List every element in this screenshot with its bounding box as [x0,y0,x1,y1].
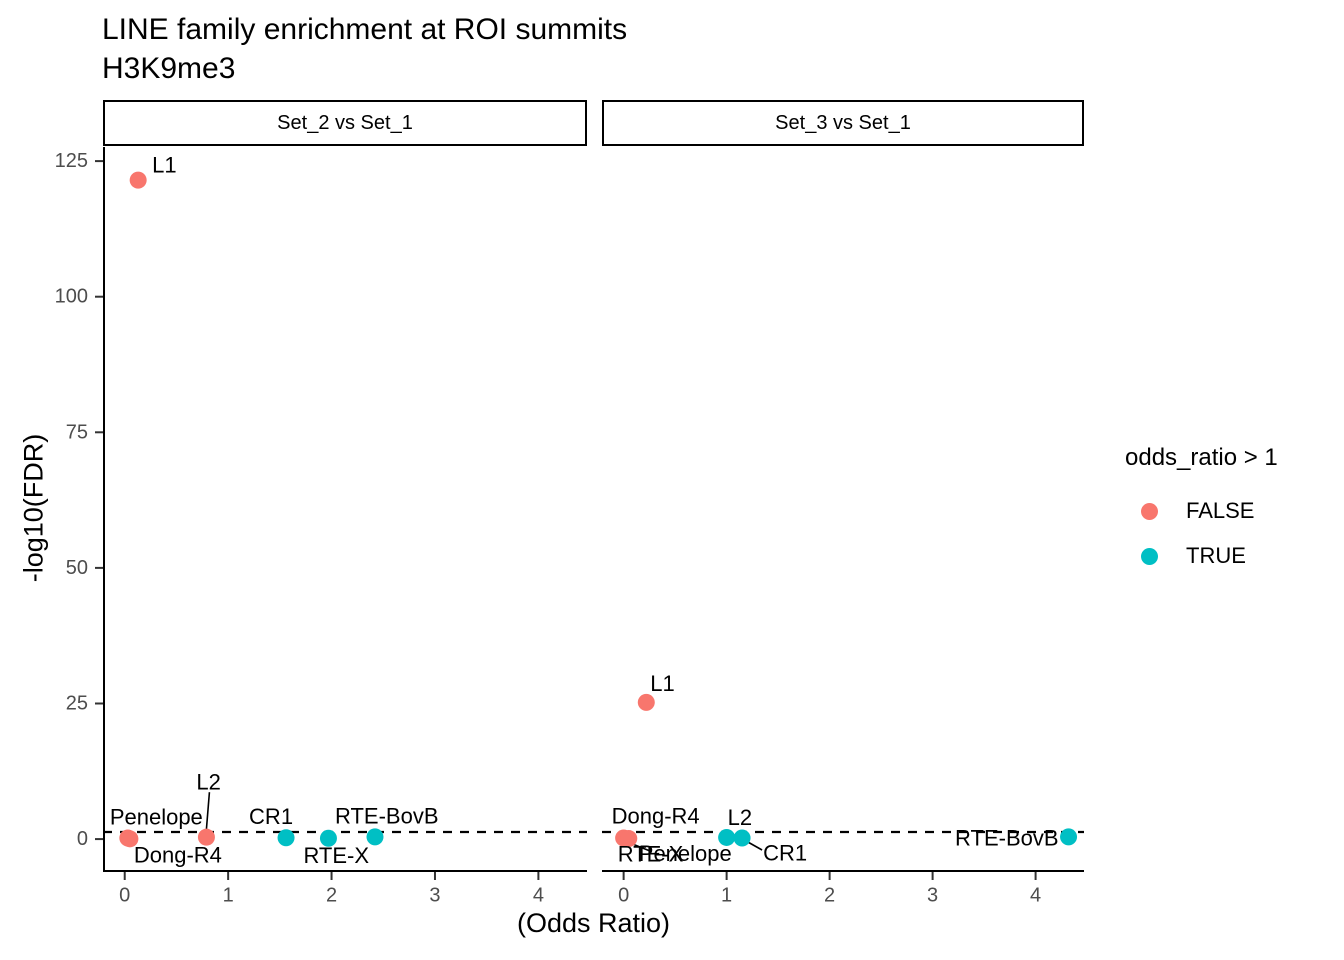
x-tick-label: 1 [223,885,234,907]
point-label-Penelope: Penelope [639,841,732,866]
legend-item-false: FALSE [1125,496,1278,526]
x-tick-label: 0 [618,885,629,907]
point-Dong-R4 [615,829,633,847]
y-tick-label: 25 [66,692,88,714]
point-label-Dong-R4: Dong-R4 [134,842,222,867]
point-label-L2: L2 [196,770,220,795]
y-tick-label: 75 [66,421,88,443]
point-label-L1: L1 [152,153,176,178]
y-tick-label: 0 [77,828,88,850]
point-label-Penelope: Penelope [110,804,203,829]
x-axis-title: (Odds Ratio) [516,908,671,938]
false-point-swatch [1141,502,1158,520]
y-tick-label: 125 [55,150,88,172]
point-label-RTE-X: RTE-X [618,841,684,866]
plot-subtitle: H3K9me3 [102,52,236,85]
legend-title: odds_ratio > 1 [1125,444,1278,471]
point-RTE-X [617,830,635,848]
point-RTE-BovB [366,828,384,846]
y-tick-label: 50 [66,557,88,579]
point-CR1 [733,829,751,847]
point-L1 [637,693,655,711]
point-Penelope [119,829,137,847]
x-tick-label: 0 [119,885,130,907]
x-tick-label: 3 [429,885,440,907]
legend-label-true: TRUE [1186,543,1246,568]
point-label-L1: L1 [650,671,674,696]
label-leader-line [628,841,650,852]
point-L2 [197,828,215,846]
x-tick-label: 2 [824,885,835,907]
true-point-swatch [1141,547,1158,565]
point-L2 [718,828,736,846]
x-tick-label: 4 [533,885,544,907]
legend: odds_ratio > 1 FALSE TRUE [1125,444,1278,586]
x-tick-label: 1 [721,885,732,907]
x-tick-label: 3 [927,885,938,907]
facet-strip-set2-vs-set1: Set_2 vs Set_1 [103,100,587,146]
point-label-RTE-X: RTE-X [303,843,369,868]
label-leader-line [205,792,211,830]
point-CR1 [277,829,295,847]
point-Dong-R4 [121,830,139,848]
point-label-CR1: CR1 [763,840,807,865]
x-tick-label: 4 [1030,885,1041,907]
y-axis-title: -log10(FDR) [18,433,49,583]
plot-title: LINE family enrichment at ROI summits [102,13,628,46]
point-label-L2: L2 [728,805,752,830]
facet-strip-set3-vs-set1: Set_3 vs Set_1 [602,100,1084,146]
y-tick-label: 100 [55,286,88,308]
label-leader-line [745,840,763,851]
point-RTE-BovB [1060,828,1078,846]
legend-label-false: FALSE [1186,498,1255,523]
legend-item-true: TRUE [1125,541,1278,571]
facet-strip-label: Set_2 vs Set_1 [277,111,413,134]
point-label-RTE-BovB: RTE-BovB [955,825,1059,850]
facet-strip-label: Set_3 vs Set_1 [775,111,911,134]
point-Penelope [620,830,638,848]
point-RTE-X [319,829,337,847]
point-L1 [129,171,147,189]
x-tick-label: 2 [326,885,337,907]
point-label-RTE-BovB: RTE-BovB [335,803,439,828]
point-label-CR1: CR1 [249,804,293,829]
point-label-Dong-R4: Dong-R4 [612,803,700,828]
